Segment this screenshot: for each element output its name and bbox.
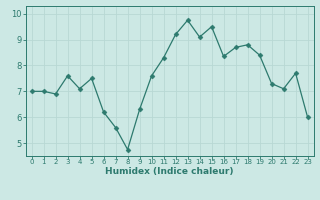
X-axis label: Humidex (Indice chaleur): Humidex (Indice chaleur) bbox=[105, 167, 234, 176]
